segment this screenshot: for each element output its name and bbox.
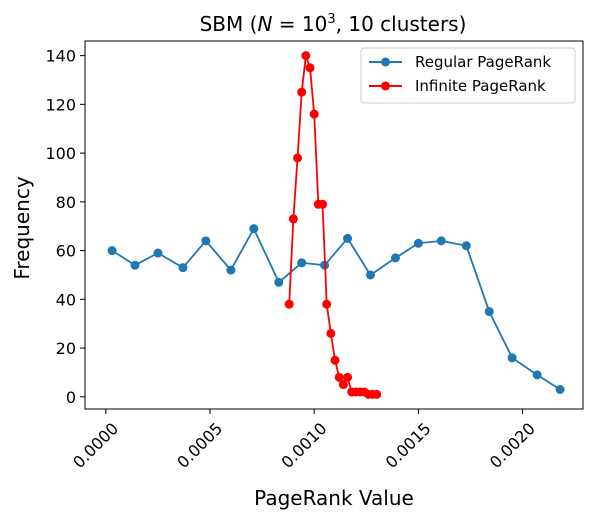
data-point-infinite-pagerank — [288, 214, 298, 224]
y-tick-label: 40 — [56, 290, 76, 309]
data-point-regular-pagerank — [297, 258, 307, 268]
data-point-regular-pagerank — [130, 260, 140, 270]
data-point-infinite-pagerank — [309, 109, 319, 119]
data-point-infinite-pagerank — [318, 199, 328, 209]
series-regular-pagerank — [107, 224, 565, 394]
data-point-regular-pagerank — [461, 241, 471, 251]
data-point-infinite-pagerank — [343, 372, 353, 382]
y-tick-label: 120 — [45, 95, 76, 114]
y-tick-label: 80 — [56, 193, 76, 212]
data-point-regular-pagerank — [390, 253, 400, 263]
y-tick-label: 140 — [45, 47, 76, 66]
data-point-infinite-pagerank — [334, 372, 344, 382]
y-tick-label: 0 — [66, 388, 76, 407]
data-point-infinite-pagerank — [293, 153, 303, 163]
data-point-regular-pagerank — [413, 238, 423, 248]
legend-marker-regular — [381, 57, 390, 67]
data-point-infinite-pagerank — [326, 328, 336, 338]
data-point-regular-pagerank — [178, 263, 188, 273]
legend: Regular PageRank Infinite PageRank — [360, 47, 576, 104]
plot-area — [107, 51, 565, 399]
data-point-infinite-pagerank — [338, 380, 348, 390]
data-point-regular-pagerank — [107, 246, 117, 256]
series-line-regular-pagerank — [111, 227, 561, 391]
data-point-regular-pagerank — [201, 236, 211, 246]
y-tick-label: 100 — [45, 144, 76, 163]
legend-label-infinite: Infinite PageRank — [415, 77, 546, 95]
series-infinite-pagerank — [284, 51, 382, 399]
y-axis-title: Frequency — [10, 176, 34, 279]
data-point-regular-pagerank — [507, 353, 517, 363]
data-point-infinite-pagerank — [297, 87, 307, 97]
y-tick-label: 60 — [56, 242, 76, 261]
legend-label-regular: Regular PageRank — [415, 53, 551, 71]
data-point-infinite-pagerank — [322, 299, 332, 309]
data-point-regular-pagerank — [343, 233, 353, 243]
legend-box — [360, 47, 576, 104]
data-point-regular-pagerank — [436, 236, 446, 246]
y-axis: 0 20 40 60 80 100 120 140 — [45, 47, 85, 407]
data-point-infinite-pagerank — [305, 63, 315, 73]
data-point-regular-pagerank — [532, 370, 542, 380]
data-point-regular-pagerank — [555, 385, 565, 394]
data-point-infinite-pagerank — [330, 355, 340, 365]
x-axis-title: PageRank Value — [254, 486, 414, 510]
data-point-regular-pagerank — [274, 277, 284, 287]
data-point-regular-pagerank — [226, 265, 236, 275]
data-point-infinite-pagerank — [301, 51, 311, 61]
legend-marker-infinite — [381, 81, 390, 91]
data-point-regular-pagerank — [484, 307, 494, 317]
data-point-regular-pagerank — [365, 270, 375, 280]
data-point-regular-pagerank — [249, 224, 259, 234]
data-point-regular-pagerank — [153, 248, 163, 258]
data-point-infinite-pagerank — [284, 299, 294, 309]
data-point-infinite-pagerank — [372, 389, 382, 399]
y-tick-label: 20 — [56, 339, 76, 358]
chart-title: SBM (N = 103, 10 clusters) — [200, 12, 467, 36]
plot-frame — [84, 40, 584, 410]
